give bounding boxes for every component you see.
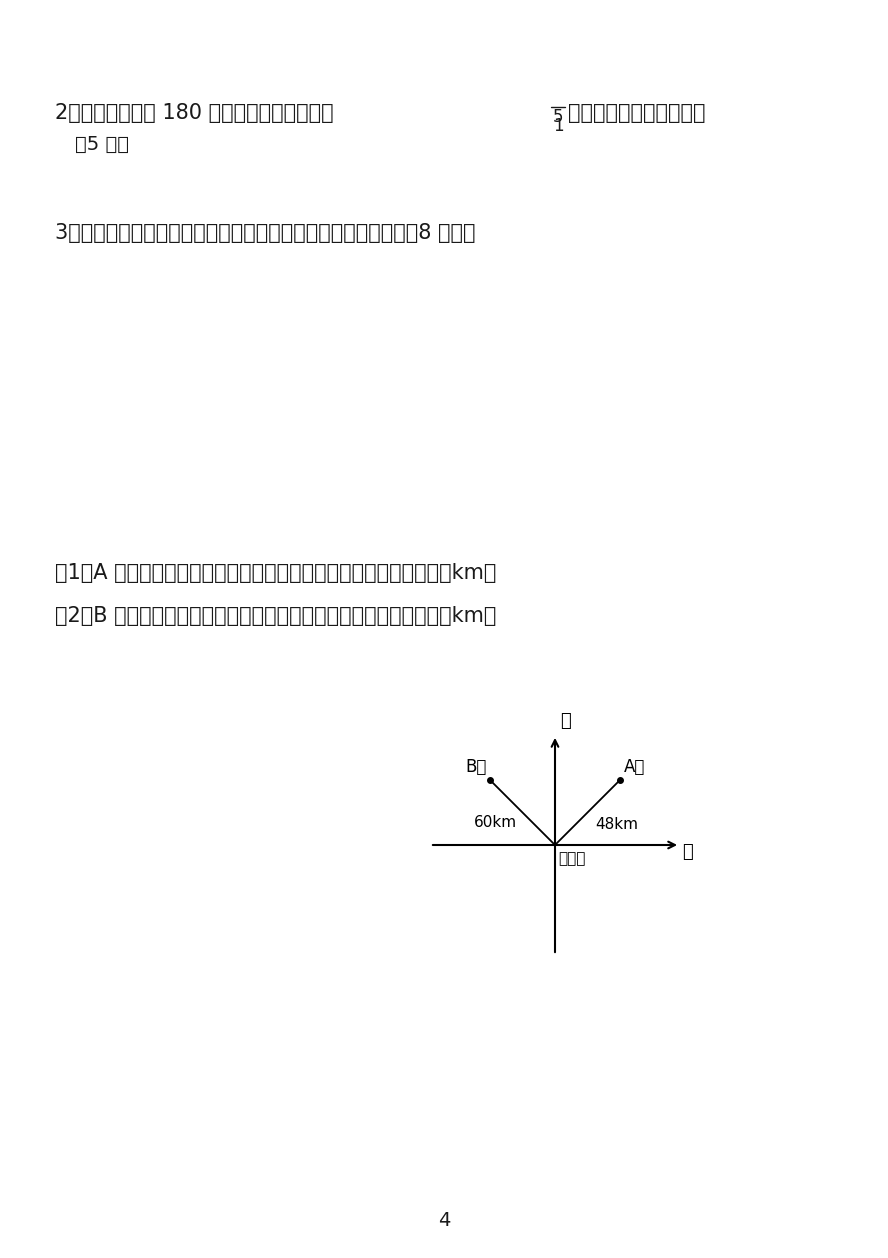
Text: 5: 5 (552, 108, 563, 126)
Text: （1）A 岛的位置在（　）偏（　）（　）方向上，距雷达站（　　）km；: （1）A 岛的位置在（ ）偏（ ）（ ）方向上，距雷达站（ ）km； (55, 564, 496, 582)
Text: 3、下面是雷达站和几个小岛的位置分布图，以雷达站为观测点（8 分）。: 3、下面是雷达站和几个小岛的位置分布图，以雷达站为观测点（8 分）。 (55, 223, 475, 243)
Text: 北: 北 (560, 712, 571, 730)
Text: （5 分）: （5 分） (75, 135, 129, 153)
Text: A岛: A岛 (624, 759, 646, 776)
Text: 1: 1 (552, 117, 563, 135)
Text: 48km: 48km (595, 818, 638, 833)
Text: 2、一件西服原价 180 元，现价比原价降低了: 2、一件西服原价 180 元，现价比原价降低了 (55, 103, 334, 123)
Text: 4: 4 (438, 1211, 450, 1230)
Text: 60km: 60km (474, 815, 517, 830)
Text: （2）B 岛的位置在（　）偏（　）（　）方向上，距雷达站（　　）km；: （2）B 岛的位置在（ ）偏（ ）（ ）方向上，距雷达站（ ）km； (55, 606, 496, 626)
Text: ，现在的价格是多少元？: ，现在的价格是多少元？ (568, 103, 705, 123)
Text: B岛: B岛 (465, 759, 487, 776)
Text: 东: 东 (682, 843, 693, 860)
Text: 雷达站: 雷达站 (558, 850, 585, 866)
